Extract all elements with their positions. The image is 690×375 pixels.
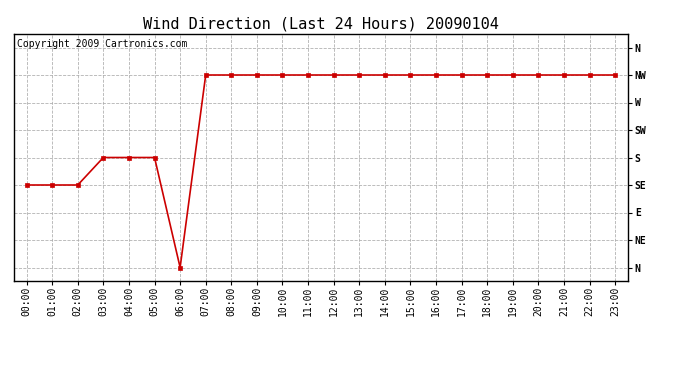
Title: Wind Direction (Last 24 Hours) 20090104: Wind Direction (Last 24 Hours) 20090104 [143, 16, 499, 31]
Text: Copyright 2009 Cartronics.com: Copyright 2009 Cartronics.com [17, 39, 187, 49]
